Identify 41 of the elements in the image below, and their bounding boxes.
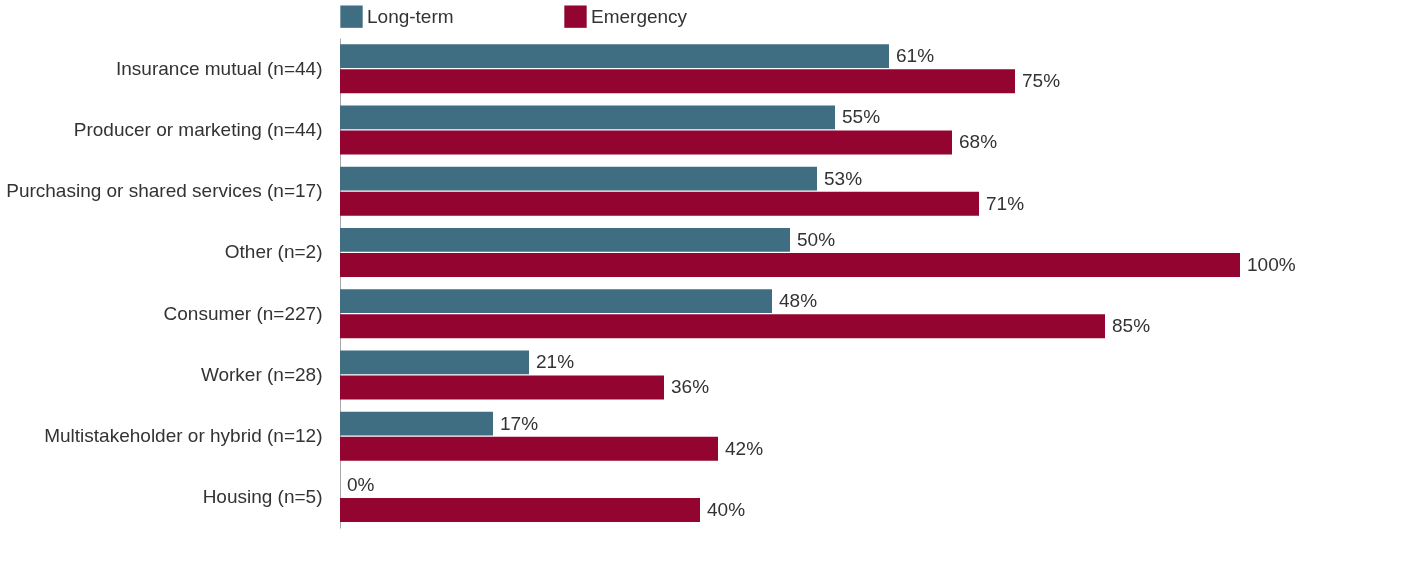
bar — [340, 227, 790, 252]
bar — [340, 253, 1240, 277]
data-label: 42% — [725, 437, 764, 459]
data-label: 21% — [536, 351, 575, 373]
bar — [340, 69, 1015, 94]
y-tick-label: Purchasing or shared services (n=17) — [6, 180, 323, 202]
bar — [340, 436, 718, 461]
data-label: 75% — [1022, 70, 1061, 92]
data-label: 85% — [1112, 315, 1151, 337]
bar — [340, 289, 772, 313]
bar — [340, 314, 1105, 339]
data-label: 0% — [347, 473, 375, 495]
bar — [340, 375, 664, 400]
data-label: 40% — [707, 498, 746, 520]
y-tick-label: Other (n=2) — [224, 241, 323, 263]
legend-label: Long-term — [367, 5, 454, 27]
data-label: 61% — [896, 45, 935, 67]
data-label: 50% — [797, 228, 836, 250]
y-tick-label: Housing (n=5) — [202, 486, 323, 508]
data-label: 53% — [824, 167, 863, 189]
y-tick-label: Insurance mutual (n=44) — [116, 57, 323, 79]
y-tick-label: Worker (n=28) — [200, 363, 323, 385]
bar — [340, 130, 952, 155]
data-label: 71% — [986, 192, 1025, 214]
data-label: 100% — [1247, 253, 1296, 275]
y-tick-label: Multistakeholder or hybrid (n=12) — [44, 425, 323, 447]
data-label: 55% — [842, 106, 881, 128]
bar — [340, 105, 835, 130]
legend-label: Emergency — [591, 5, 688, 27]
data-label: 68% — [959, 131, 998, 153]
bar — [340, 411, 493, 436]
data-label: 36% — [671, 376, 710, 398]
y-tick-label: Consumer (n=227) — [163, 302, 323, 324]
bar — [340, 44, 889, 68]
y-tick-label: Producer or marketing (n=44) — [73, 118, 323, 140]
bar — [340, 166, 817, 191]
bar — [340, 350, 529, 375]
data-label: 48% — [779, 290, 818, 312]
bar — [340, 498, 700, 522]
data-label: 17% — [500, 412, 539, 434]
bar — [340, 191, 979, 216]
